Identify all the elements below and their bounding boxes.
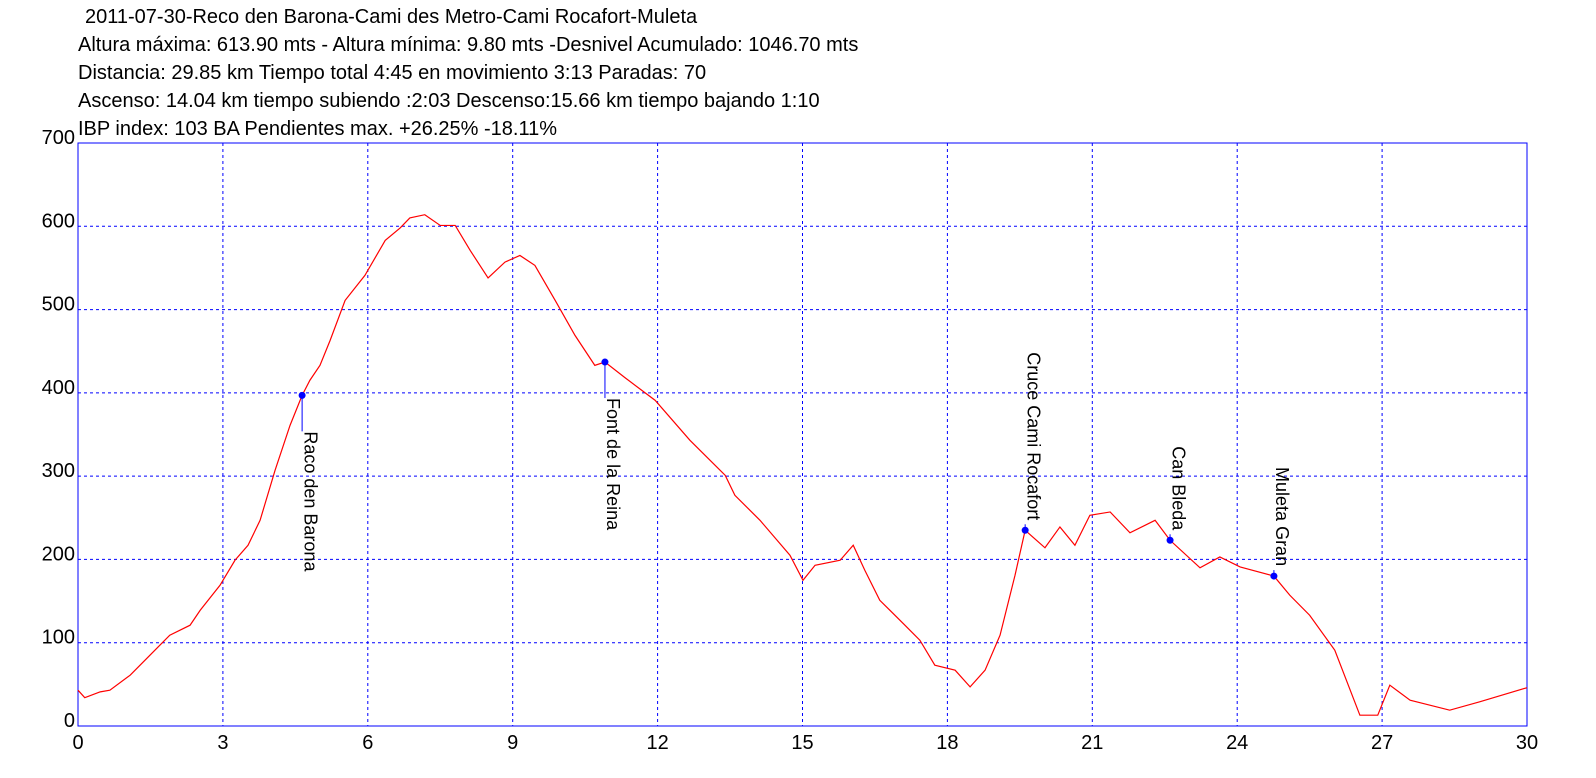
x-tick-label: 27 [1371,732,1393,754]
annotation-point [1021,526,1029,534]
elevation-line [77,214,1528,716]
x-tick-label: 24 [1226,732,1248,754]
y-tick-label: 0 [64,710,75,732]
x-tick-label: 9 [507,732,518,754]
x-tick-label: 3 [217,732,228,754]
y-tick-label: 200 [42,543,75,565]
annotation-point [1270,572,1278,580]
y-tick-label: 100 [42,627,75,649]
subtitle: Ascenso: 14.04 km tiempo subiendo :2:03 … [78,90,820,112]
y-tick-label: 700 [42,127,75,149]
subtitle: Distancia: 29.85 km Tiempo total 4:45 en… [78,62,706,84]
subtitle: IBP index: 103 BA Pendientes max. +26.25… [78,118,557,140]
plot-frame [77,142,1528,727]
annotation-point [601,358,609,366]
x-tick-label: 12 [646,732,668,754]
annotation-point [1166,536,1174,544]
y-tick-label: 400 [42,377,75,399]
x-tick-label: 18 [936,732,958,754]
x-tick-label: 6 [362,732,373,754]
y-tick-label: 600 [42,210,75,232]
x-tick-label: 0 [72,732,83,754]
annotation-point [298,391,306,399]
y-tick-label: 300 [42,460,75,482]
annotation-label: Can Bleda [1168,446,1188,531]
chart-title: 2011-07-30-Reco den Barona-Cami des Metr… [85,6,698,28]
x-tick-label: 15 [791,732,813,754]
annotation-label: Raco den Barona [300,431,320,572]
annotation-label: Font de la Reina [603,398,623,531]
subtitle: Altura máxima: 613.90 mts - Altura mínim… [78,34,858,56]
annotation-label: Cruce Cami Rocafort [1023,352,1043,520]
x-tick-label: 30 [1516,732,1538,754]
annotation-label: Muleta Gran [1272,467,1292,566]
y-tick-label: 500 [42,294,75,316]
x-tick-label: 21 [1081,732,1103,754]
